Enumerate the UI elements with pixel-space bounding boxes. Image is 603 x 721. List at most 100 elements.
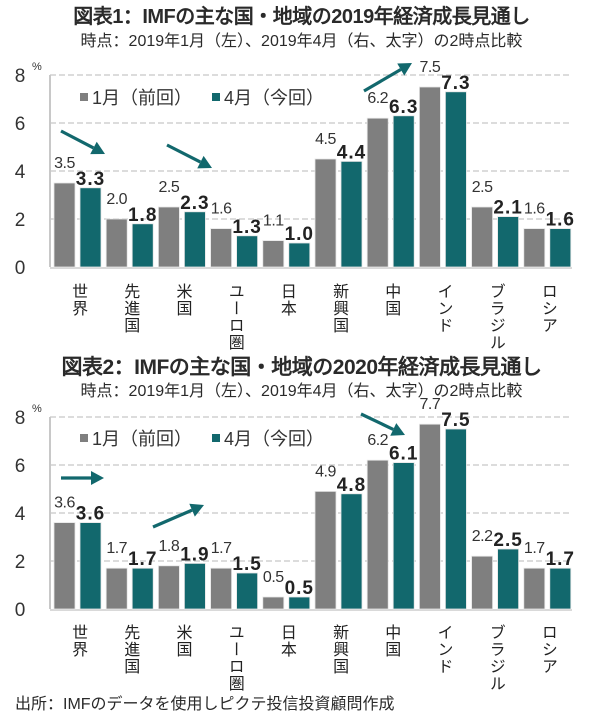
bar-jan xyxy=(105,567,128,610)
bar-apr xyxy=(236,572,259,610)
chart-2-subtitle: 時点：2019年1月（左）、2019年4月（右、太字）の2時点比較 xyxy=(80,383,523,400)
bar-apr xyxy=(497,548,520,610)
chart-1-subtitle: 時点：2019年1月（左）、2019年4月（右、太字）の2時点比較 xyxy=(80,33,523,50)
category-label: 米国 xyxy=(173,283,191,317)
category-label: ブラジル xyxy=(486,283,504,351)
value-label-apr: 3.6 xyxy=(76,504,105,525)
bar-apr xyxy=(288,242,311,268)
category-label: 新興国 xyxy=(330,283,348,334)
arrow-head xyxy=(397,63,412,76)
arrow-head xyxy=(390,423,405,436)
category-label: 日本 xyxy=(277,624,295,658)
bar-apr xyxy=(497,216,520,268)
category-label: ロシア xyxy=(538,283,556,334)
bar-jan xyxy=(471,555,494,610)
legend-swatch-apr xyxy=(212,93,221,102)
y-tick-label: 0 xyxy=(15,600,26,621)
bar-apr xyxy=(79,522,102,610)
trend-arrow-icon xyxy=(60,129,105,155)
category-label: 新興国 xyxy=(330,624,348,675)
arrow-shaft xyxy=(360,412,394,431)
bar-jan xyxy=(157,565,180,610)
arrow-shaft xyxy=(363,68,402,93)
y-tick-label: 4 xyxy=(15,162,26,183)
chart-1-title: 図表1：IMFの主な国・地域の2019年経済成長見通し xyxy=(73,6,530,28)
category-label: ブラジル xyxy=(486,624,504,692)
category-label: 世界 xyxy=(69,283,87,317)
bar-jan xyxy=(418,423,441,610)
arrow-head xyxy=(90,141,105,155)
y-tick-label: 4 xyxy=(15,504,26,525)
legend-swatch-jan xyxy=(80,434,88,443)
arrow-shaft xyxy=(152,508,193,529)
trend-arrow-icon xyxy=(61,471,104,485)
value-label-jan: 4.5 xyxy=(315,131,336,148)
value-label-jan: 3.6 xyxy=(54,495,75,512)
legend-swatch-apr xyxy=(212,434,221,443)
value-label-jan: 2.5 xyxy=(472,179,493,196)
value-label-apr: 1.5 xyxy=(232,554,261,575)
trend-arrow-icon xyxy=(152,503,204,529)
legend-item-apr: 4月（今回） xyxy=(212,429,324,449)
value-label-jan: 1.7 xyxy=(211,540,232,557)
arrow-head xyxy=(91,471,104,485)
bar-jan xyxy=(262,240,285,268)
value-label-apr: 4.4 xyxy=(337,142,366,163)
y-tick-label: 6 xyxy=(15,456,26,477)
chart-2-legend: 1月（前回） 4月（今回） xyxy=(80,429,324,449)
value-label-apr: 7.3 xyxy=(441,73,470,94)
y-axis-unit-label: % xyxy=(32,403,42,415)
bar-apr xyxy=(79,187,102,268)
value-label-apr: 4.8 xyxy=(337,475,366,496)
legend-label-apr: 4月（今回） xyxy=(224,88,325,108)
bar-jan xyxy=(366,459,389,610)
value-label-apr: 1.0 xyxy=(285,224,314,245)
y-tick-label: 2 xyxy=(15,552,26,573)
category-label: ユーロ圏 xyxy=(225,624,243,692)
chart-1-legend: 1月（前回） 4月（今回） xyxy=(80,88,324,108)
bar-jan xyxy=(418,86,441,268)
value-label-jan: 2.2 xyxy=(472,528,493,545)
bar-jan xyxy=(471,206,494,268)
bar-jan xyxy=(105,218,128,268)
bar-apr xyxy=(392,462,415,610)
value-label-jan: 4.9 xyxy=(315,463,336,480)
value-label-apr: 1.8 xyxy=(128,205,157,226)
value-label-apr: 2.5 xyxy=(493,530,522,551)
value-label-apr: 7.5 xyxy=(441,410,470,431)
value-label-jan: 7.5 xyxy=(420,59,441,76)
y-tick-label: 6 xyxy=(15,114,26,135)
value-label-apr: 1.3 xyxy=(232,217,261,238)
value-label-jan: 7.7 xyxy=(420,396,441,413)
trend-arrow-icon xyxy=(360,412,405,436)
bar-apr xyxy=(236,235,259,268)
bar-jan xyxy=(314,490,337,610)
bar-apr xyxy=(444,91,467,268)
bar-apr xyxy=(392,115,415,268)
bar-apr xyxy=(549,567,572,610)
y-tick-label: 2 xyxy=(15,210,26,231)
trend-arrow-icon xyxy=(166,143,212,169)
bar-jan xyxy=(523,228,546,268)
category-label: 先進国 xyxy=(121,624,139,675)
y-tick-label: 8 xyxy=(15,408,26,429)
category-label: 世界 xyxy=(69,624,87,658)
value-label-apr: 0.5 xyxy=(285,578,314,599)
category-label: 先進国 xyxy=(121,283,139,334)
value-label-apr: 6.1 xyxy=(389,444,418,465)
legend-label-apr: 4月（今回） xyxy=(224,429,325,449)
category-label: ユーロ圏 xyxy=(225,283,243,351)
value-label-apr: 1.9 xyxy=(180,544,209,565)
category-label: 中国 xyxy=(382,624,400,658)
legend-label-jan: 1月（前回） xyxy=(92,88,193,108)
value-label-jan: 1.7 xyxy=(524,540,545,557)
bar-jan xyxy=(314,158,337,268)
bar-jan xyxy=(210,567,233,610)
y-tick-label: 8 xyxy=(15,66,26,87)
y-tick-label: 0 xyxy=(15,258,26,279)
bar-apr xyxy=(444,428,467,610)
chart-2-title: 図表2：IMFの主な国・地域の2020年経済成長見通し xyxy=(61,356,542,379)
